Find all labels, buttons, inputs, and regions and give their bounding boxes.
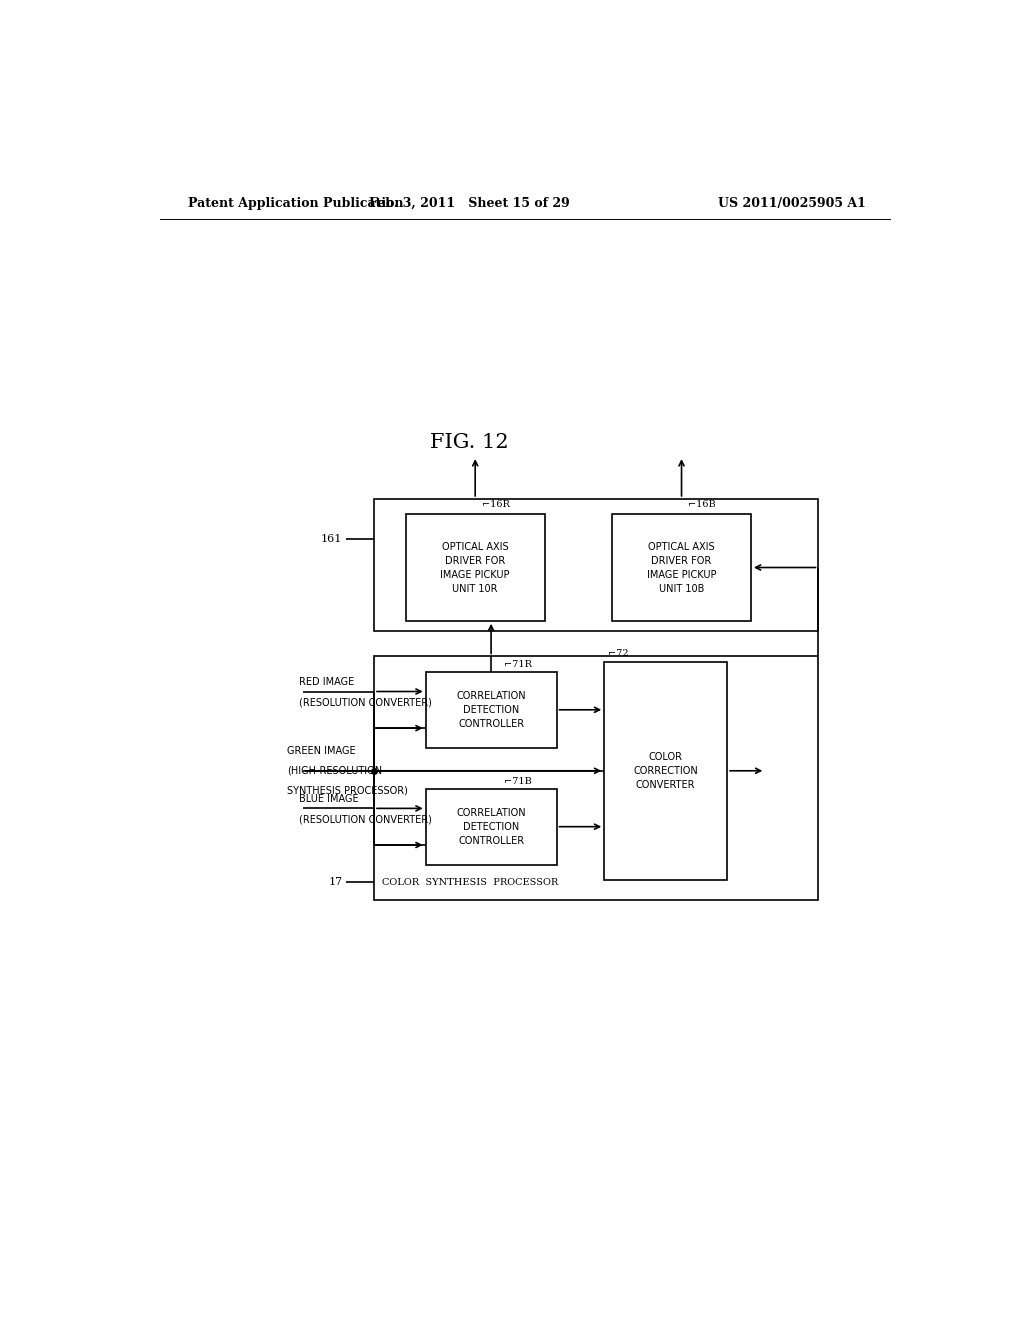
Text: ⌐71R: ⌐71R [504, 660, 532, 669]
Text: CORRELATION
DETECTION
CONTROLLER: CORRELATION DETECTION CONTROLLER [457, 808, 526, 846]
Bar [604, 661, 727, 880]
Text: Feb. 3, 2011   Sheet 15 of 29: Feb. 3, 2011 Sheet 15 of 29 [369, 197, 569, 210]
Text: BLUE IMAGE: BLUE IMAGE [299, 795, 358, 804]
Text: (HIGH-RESOLUTION: (HIGH-RESOLUTION [287, 766, 382, 776]
Text: OPTICAL AXIS
DRIVER FOR
IMAGE PICKUP
UNIT 10B: OPTICAL AXIS DRIVER FOR IMAGE PICKUP UNI… [647, 541, 716, 594]
Text: CORRELATION
DETECTION
CONTROLLER: CORRELATION DETECTION CONTROLLER [457, 690, 526, 729]
Bar [374, 499, 818, 631]
Text: FIG. 12: FIG. 12 [430, 433, 509, 453]
Text: ⌐16B: ⌐16B [688, 500, 716, 510]
Text: COLOR  SYNTHESIS  PROCESSOR: COLOR SYNTHESIS PROCESSOR [382, 878, 558, 887]
Text: 17: 17 [328, 876, 342, 887]
Bar [426, 672, 557, 748]
Text: Patent Application Publication: Patent Application Publication [187, 197, 403, 210]
Text: (RESOLUTION CONVERTER): (RESOLUTION CONVERTER) [299, 814, 431, 825]
Text: SYNTHESIS PROCESSOR): SYNTHESIS PROCESSOR) [287, 785, 408, 796]
Text: (RESOLUTION CONVERTER): (RESOLUTION CONVERTER) [299, 697, 431, 708]
Text: COLOR
CORRECTION
CONVERTER: COLOR CORRECTION CONVERTER [633, 752, 698, 789]
Text: ⌐16R: ⌐16R [482, 500, 510, 510]
Text: RED IMAGE: RED IMAGE [299, 677, 354, 688]
Bar [374, 656, 818, 900]
Bar [426, 788, 557, 865]
Text: 161: 161 [321, 533, 342, 544]
Text: GREEN IMAGE: GREEN IMAGE [287, 746, 355, 755]
Text: ⌐71B: ⌐71B [504, 776, 532, 785]
Text: ⌐72: ⌐72 [608, 649, 629, 659]
Text: OPTICAL AXIS
DRIVER FOR
IMAGE PICKUP
UNIT 10R: OPTICAL AXIS DRIVER FOR IMAGE PICKUP UNI… [440, 541, 510, 594]
Text: US 2011/0025905 A1: US 2011/0025905 A1 [718, 197, 866, 210]
Bar [612, 515, 751, 620]
Bar [406, 515, 545, 620]
